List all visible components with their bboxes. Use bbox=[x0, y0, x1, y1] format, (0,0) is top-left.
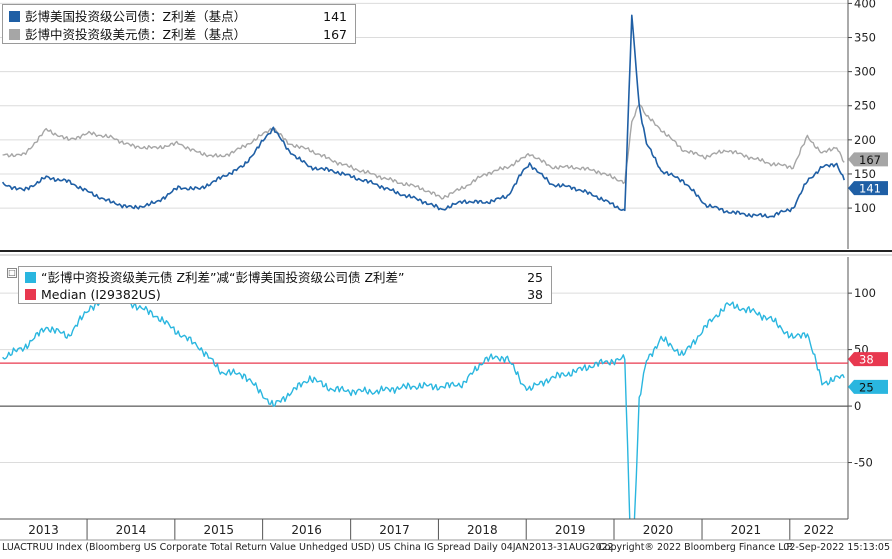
end-tag-label-p0-s1: 167 bbox=[859, 153, 881, 167]
xtick-label-2018: 2018 bbox=[467, 523, 498, 537]
top-legend: 彭博美国投资级公司债：Z利差（基点） 141 彭博中资投资级美元债：Z利差（基点… bbox=[2, 4, 356, 44]
end-tag-label-p0-s0: 141 bbox=[859, 182, 881, 196]
end-tag-p1-s1 bbox=[848, 352, 888, 367]
series-line-p1-s0 bbox=[2, 296, 845, 519]
legend-swatch-median bbox=[25, 289, 36, 300]
legend-item-median: Median (I29382US) 38 bbox=[19, 286, 551, 303]
legend-item-us-ig: 彭博美国投资级公司债：Z利差（基点） 141 bbox=[3, 8, 355, 25]
xtick-label-2016: 2016 bbox=[291, 523, 322, 537]
legend-swatch-china-ig bbox=[9, 29, 20, 40]
legend-label-spread: “彭博中资投资级美元债 Z利差”减“彭博美国投资级公司债 Z利差” bbox=[41, 270, 405, 285]
ytick-label-p0-400: 400 bbox=[854, 0, 876, 10]
ytick-label-p1-100: 100 bbox=[854, 286, 876, 300]
xtick-label-2021: 2021 bbox=[731, 523, 762, 537]
legend-value-spread: 25 bbox=[527, 270, 543, 285]
legend-swatch-us-ig bbox=[9, 11, 20, 22]
footer-copyright: Copyright® 2022 Bloomberg Finance L.P. bbox=[598, 542, 794, 553]
ytick-label-p0-100: 100 bbox=[854, 201, 876, 215]
ytick-label-p0-300: 300 bbox=[854, 65, 876, 79]
legend-value-median: 38 bbox=[527, 287, 543, 302]
footer-timestamp: 02-Sep-2022 15:13:05 bbox=[783, 542, 890, 553]
xtick-label-2019: 2019 bbox=[555, 523, 586, 537]
ytick-label-p0-350: 350 bbox=[854, 31, 876, 45]
legend-item-china-ig: 彭博中资投资级美元债：Z利差（基点） 167 bbox=[3, 26, 355, 43]
xtick-label-2017: 2017 bbox=[379, 523, 410, 537]
footer: LUACTRUU Index (Bloomberg US Corporate T… bbox=[0, 540, 892, 555]
legend-swatch-spread bbox=[25, 272, 36, 283]
legend-label-china-ig: 彭博中资投资级美元债：Z利差（基点） bbox=[25, 27, 247, 42]
legend-value-us-ig: 141 bbox=[323, 9, 347, 24]
legend-label-median: Median (I29382US) bbox=[41, 287, 161, 302]
ytick-label-p1--50: -50 bbox=[854, 456, 873, 470]
ytick-label-p0-150: 150 bbox=[854, 167, 876, 181]
xtick-label-2015: 2015 bbox=[203, 523, 234, 537]
xtick-label-2014: 2014 bbox=[116, 523, 147, 537]
end-tag-p1-s0 bbox=[848, 379, 888, 394]
footer-source: LUACTRUU Index (Bloomberg US Corporate T… bbox=[2, 542, 614, 553]
xtick-label-2022: 2022 bbox=[804, 523, 835, 537]
ytick-label-p1-0: 0 bbox=[854, 399, 861, 413]
end-tag-p0-s0 bbox=[848, 181, 888, 196]
end-tag-p0-s1 bbox=[848, 152, 888, 167]
legend-item-spread: “彭博中资投资级美元债 Z利差”减“彭博美国投资级公司债 Z利差” 25 bbox=[19, 269, 551, 286]
series-line-p0-s0 bbox=[1, 14, 845, 219]
end-tag-label-p1-s0: 25 bbox=[859, 380, 874, 394]
xtick-label-2013: 2013 bbox=[28, 523, 59, 537]
legend-label-us-ig: 彭博美国投资级公司债：Z利差（基点） bbox=[25, 9, 247, 24]
ytick-label-p0-200: 200 bbox=[854, 133, 876, 147]
ytick-label-p0-250: 250 bbox=[854, 99, 876, 113]
xtick-label-2020: 2020 bbox=[643, 523, 674, 537]
legend-value-china-ig: 167 bbox=[323, 27, 347, 42]
end-tag-label-p1-s1: 38 bbox=[859, 353, 874, 367]
collapse-toggle[interactable]: □ bbox=[7, 268, 17, 278]
panel-gap bbox=[0, 249, 892, 257]
series-line-p0-s1 bbox=[2, 104, 845, 200]
bottom-legend: □ “彭博中资投资级美元债 Z利差”减“彭博美国投资级公司债 Z利差” 25 M… bbox=[7, 266, 552, 304]
